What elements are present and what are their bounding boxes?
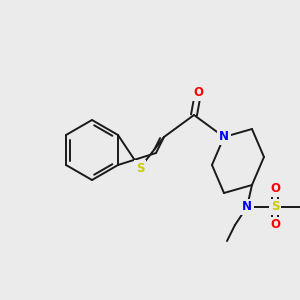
Text: O: O [270,218,280,232]
Text: N: N [219,130,229,143]
Text: O: O [193,86,203,100]
Text: S: S [271,200,279,214]
Text: O: O [270,182,280,196]
Text: S: S [136,161,144,175]
Text: N: N [242,200,252,214]
